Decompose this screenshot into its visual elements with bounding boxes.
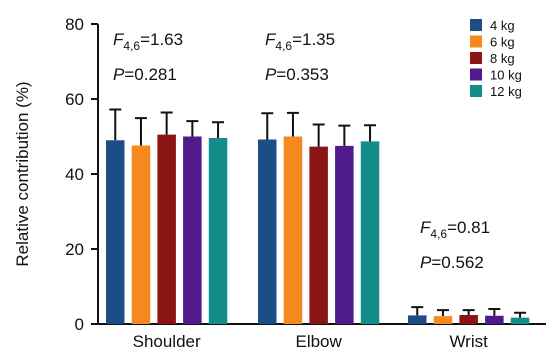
- legend-swatch: [470, 19, 482, 31]
- legend-label: 10 kg: [490, 68, 522, 83]
- f-statistic-label: F4,6=0.81: [420, 218, 490, 241]
- f-degrees-of-freedom: 4,6: [275, 39, 292, 53]
- legend-label: 8 kg: [490, 51, 515, 66]
- bar-10kg-elbow: [335, 145, 354, 324]
- y-axis-title: Relative contribution (%): [13, 81, 32, 266]
- legend-swatch: [470, 68, 482, 81]
- bar-4kg-shoulder: [106, 140, 125, 324]
- p-value-label: P=0.353: [265, 65, 329, 84]
- p-value: =0.281: [124, 65, 176, 84]
- f-symbol: F: [113, 30, 125, 49]
- f-symbol: F: [265, 30, 277, 49]
- bar-8kg-shoulder: [157, 134, 176, 324]
- bar-12kg-shoulder: [208, 138, 228, 324]
- error-bars: [109, 108, 527, 318]
- bar-4kg-wrist: [408, 315, 427, 324]
- x-tick-label: Wrist: [449, 332, 488, 350]
- p-value-label: P=0.281: [113, 65, 177, 84]
- p-value: =0.562: [431, 253, 483, 272]
- y-tick-label: 80: [65, 15, 84, 34]
- y-tick-label: 60: [65, 90, 84, 109]
- y-tick-label: 0: [75, 315, 84, 334]
- bar-6kg-wrist: [433, 316, 453, 324]
- p-symbol: P: [420, 253, 432, 272]
- bar-8kg-elbow: [309, 146, 328, 324]
- legend-swatch: [470, 85, 482, 97]
- stat-annotations: F4,6=1.63P=0.281F4,6=1.35P=0.353F4,6=0.8…: [113, 30, 490, 272]
- legend-swatch: [470, 52, 482, 64]
- legend-label: 12 kg: [490, 84, 522, 99]
- x-tick-label: Shoulder: [133, 332, 201, 350]
- p-symbol: P: [113, 65, 125, 84]
- f-statistic-label: F4,6=1.63: [113, 30, 183, 53]
- bar-12kg-elbow: [360, 141, 380, 324]
- f-degrees-of-freedom: 4,6: [123, 39, 140, 53]
- y-tick-label: 20: [65, 240, 84, 259]
- legend-label: 4 kg: [490, 18, 515, 33]
- legend-label: 6 kg: [490, 35, 515, 50]
- p-symbol: P: [265, 65, 277, 84]
- f-value: =1.63: [140, 30, 183, 49]
- x-tick-label: Elbow: [295, 332, 342, 350]
- f-value: =1.35: [292, 30, 335, 49]
- p-value: =0.353: [276, 65, 328, 84]
- bars: [106, 134, 530, 324]
- legend-swatch: [470, 35, 482, 48]
- p-value-label: P=0.562: [420, 253, 484, 272]
- bar-4kg-elbow: [258, 139, 277, 324]
- f-symbol: F: [420, 218, 432, 237]
- y-tick-label: 40: [65, 165, 84, 184]
- f-value: =0.81: [447, 218, 490, 237]
- bar-8kg-wrist: [459, 315, 478, 324]
- bar-6kg-elbow: [283, 136, 303, 324]
- f-degrees-of-freedom: 4,6: [430, 227, 447, 241]
- f-statistic-label: F4,6=1.35: [265, 30, 335, 53]
- bar-6kg-shoulder: [131, 145, 151, 324]
- bar-10kg-wrist: [485, 315, 504, 324]
- bar-12kg-wrist: [510, 317, 530, 324]
- bar-10kg-shoulder: [183, 136, 202, 324]
- axes: 0 20 40 60 80 Relative contribution (%) Should…: [13, 15, 546, 350]
